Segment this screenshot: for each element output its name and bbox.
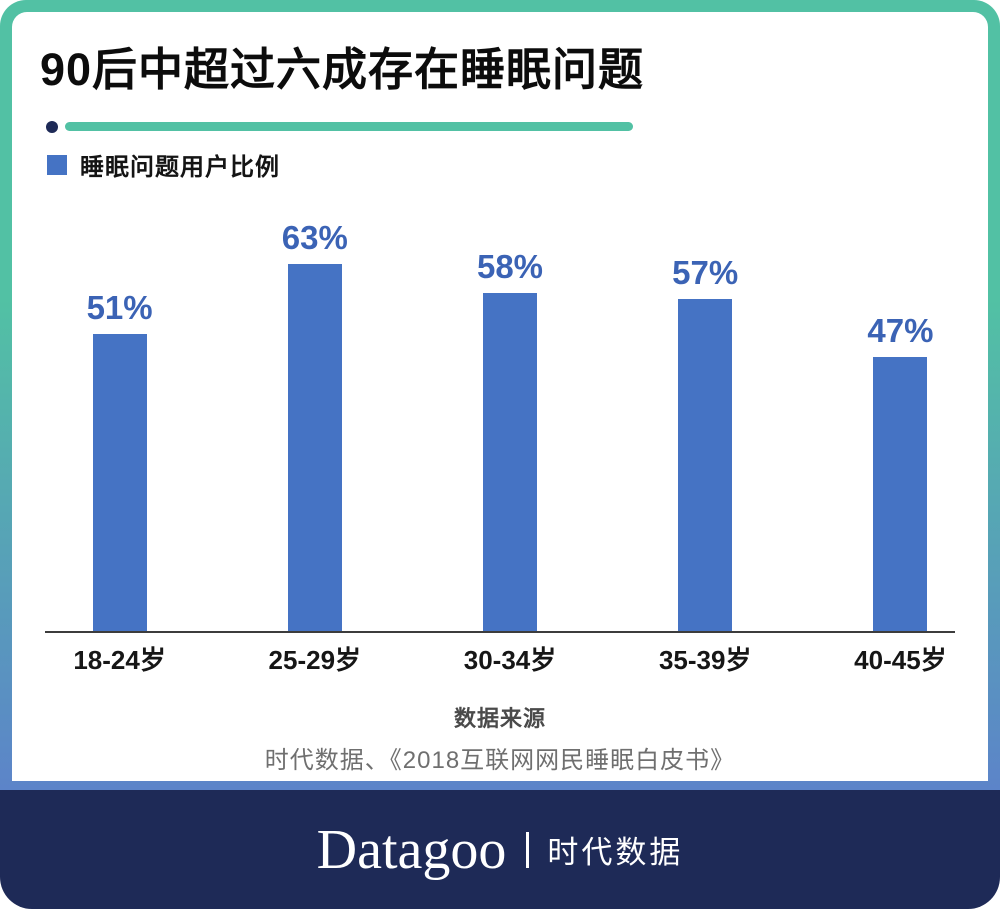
chart-title: 90后中超过六成存在睡眠问题 <box>40 44 645 95</box>
legend-label: 睡眠问题用户比例 <box>80 154 280 181</box>
source-heading: 数据来源 <box>453 706 546 731</box>
bar-group: 58% <box>412 248 607 631</box>
bar-group: 57% <box>608 254 803 631</box>
x-tick-label: 18-24岁 <box>73 645 166 675</box>
brand-logo: Datagoo 时代数据 <box>317 822 684 878</box>
bar-chart: 51% 63% 58% 57% 47% <box>22 219 998 631</box>
legend-swatch-icon <box>47 154 67 175</box>
bar-value-label: 51% <box>86 289 153 326</box>
x-tick-label: 35-39岁 <box>658 645 752 675</box>
bar-group: 51% <box>22 289 217 631</box>
brand-chinese-name: 时代数据 <box>547 835 684 870</box>
legend: 睡眠问题用户比例 <box>47 147 280 182</box>
divider-line <box>65 122 633 131</box>
bar <box>287 264 342 631</box>
bar <box>483 293 537 631</box>
footer-band: Datagoo 时代数据 <box>0 790 1000 909</box>
bar <box>873 357 928 631</box>
x-axis-line <box>45 631 955 633</box>
bar-group: 47% <box>803 312 998 631</box>
divider-dot-icon <box>46 121 58 133</box>
bar <box>678 299 733 631</box>
bar-value-label: 57% <box>672 254 739 291</box>
bars-row: 51% 63% 58% 57% 47% <box>22 219 998 631</box>
source-text: 时代数据、《2018互联网网民睡眠白皮书》 <box>264 747 736 774</box>
brand-wordmark: Datagoo <box>316 818 507 881</box>
x-tick-label: 25-29岁 <box>268 645 362 675</box>
bar-group: 63% <box>217 219 412 631</box>
logo-separator <box>526 831 530 868</box>
x-tick-label: 30-34岁 <box>463 645 557 675</box>
x-tick-label: 40-45岁 <box>854 645 947 675</box>
title-divider <box>46 120 666 133</box>
bar-value-label: 63% <box>281 219 348 256</box>
source-block: 数据来源 时代数据、《2018互联网网民睡眠白皮书》 <box>0 701 1000 775</box>
bar-value-label: 47% <box>867 312 934 349</box>
bar <box>92 334 147 631</box>
x-axis-ticks: 18-24岁 25-29岁 30-34岁 35-39岁 40-45岁 <box>22 640 998 677</box>
bar-value-label: 58% <box>476 248 544 285</box>
